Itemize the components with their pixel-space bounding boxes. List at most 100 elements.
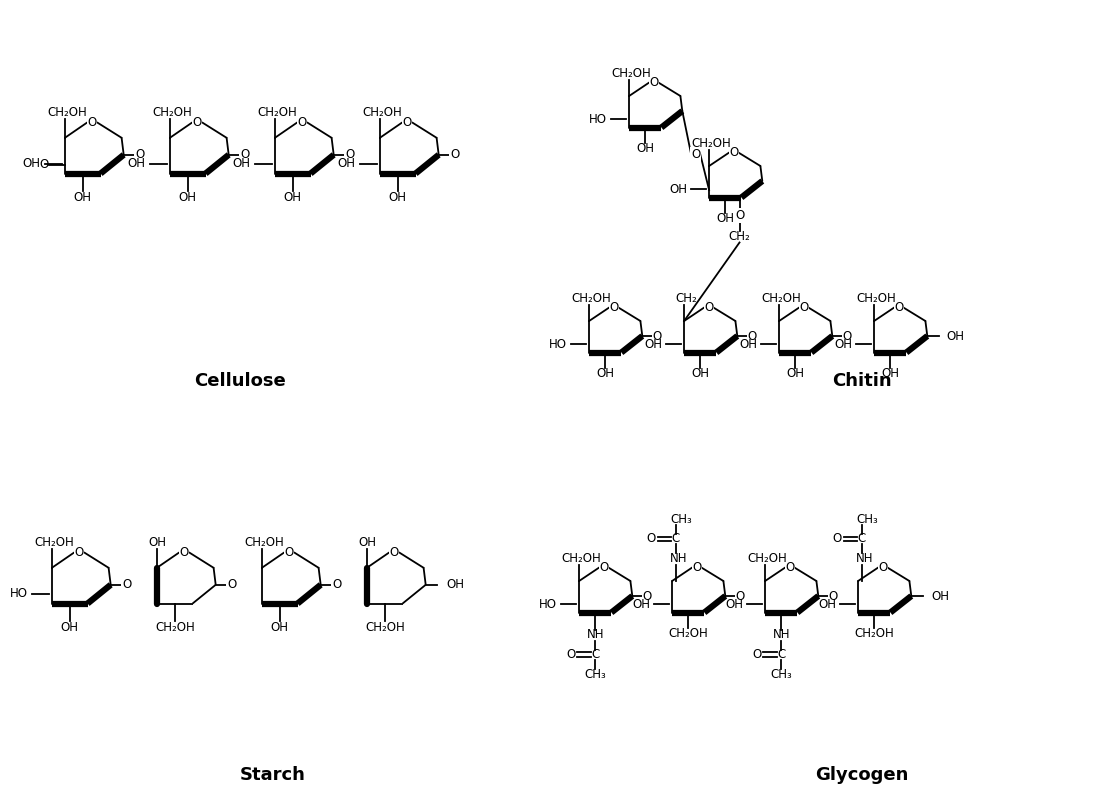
Text: CH₃: CH₃ <box>770 668 792 681</box>
Text: CH₂OH: CH₂OH <box>571 292 611 305</box>
Text: CH₂OH: CH₂OH <box>155 621 195 634</box>
Text: O: O <box>642 590 651 603</box>
Text: O: O <box>609 301 619 314</box>
Text: O: O <box>284 546 294 559</box>
Text: OH: OH <box>22 158 40 170</box>
Text: CH₂OH: CH₂OH <box>854 627 894 640</box>
Text: O: O <box>799 301 808 314</box>
Text: Glycogen: Glycogen <box>815 766 909 784</box>
Text: O: O <box>240 148 250 162</box>
Text: OH: OH <box>881 367 900 380</box>
Text: CH₂: CH₂ <box>675 292 697 305</box>
Text: O: O <box>180 546 188 559</box>
Text: Chitin: Chitin <box>832 372 892 390</box>
Text: O: O <box>652 330 661 342</box>
Text: OH: OH <box>338 158 356 170</box>
Text: O: O <box>88 116 97 129</box>
Text: OH: OH <box>834 338 852 350</box>
Text: OH: OH <box>233 158 251 170</box>
Text: O: O <box>735 209 744 222</box>
Text: NH: NH <box>856 552 874 565</box>
Text: CH₂OH: CH₂OH <box>35 536 74 548</box>
Text: Cellulose: Cellulose <box>194 372 285 390</box>
Text: OH: OH <box>389 191 407 204</box>
Text: CH₃: CH₃ <box>856 513 879 526</box>
Text: O: O <box>828 590 837 603</box>
Text: CH₃: CH₃ <box>671 513 692 526</box>
Text: O: O <box>747 330 756 342</box>
Text: CH₂OH: CH₂OH <box>856 292 895 305</box>
Text: CH₂: CH₂ <box>728 230 750 243</box>
Text: OH: OH <box>818 598 836 611</box>
Text: CH₂OH: CH₂OH <box>244 536 284 548</box>
Text: CH₂OH: CH₂OH <box>365 621 405 634</box>
Text: OH: OH <box>947 330 964 342</box>
Text: HO: HO <box>549 338 568 350</box>
Text: OH: OH <box>716 212 735 225</box>
Text: O: O <box>135 148 144 162</box>
Text: HO: HO <box>589 112 607 126</box>
Text: O: O <box>894 301 903 314</box>
Text: CH₂OH: CH₂OH <box>561 552 601 565</box>
Text: OH: OH <box>358 536 376 548</box>
Text: CH₂OH: CH₂OH <box>762 292 801 305</box>
Text: O: O <box>649 76 659 89</box>
Text: C: C <box>591 648 600 661</box>
Text: OH: OH <box>148 536 166 548</box>
Text: CH₂OH: CH₂OH <box>47 106 87 119</box>
Text: O: O <box>647 533 656 545</box>
Text: O: O <box>345 148 355 162</box>
Text: CH₂OH: CH₂OH <box>747 552 787 565</box>
Text: Starch: Starch <box>240 766 307 784</box>
Text: O: O <box>752 648 762 661</box>
Text: O: O <box>403 116 411 129</box>
Text: O: O <box>75 546 84 559</box>
Text: CH₂OH: CH₂OH <box>668 627 708 640</box>
Text: OH: OH <box>739 338 757 350</box>
Text: O: O <box>298 116 307 129</box>
Text: OH: OH <box>597 367 614 380</box>
Text: O: O <box>227 579 236 591</box>
Text: O: O <box>691 148 700 161</box>
Text: O: O <box>729 146 738 159</box>
Text: O: O <box>735 590 745 603</box>
Text: CH₃: CH₃ <box>584 668 607 681</box>
Text: CH₂OH: CH₂OH <box>152 106 192 119</box>
Text: NH: NH <box>586 629 604 642</box>
Text: OH: OH <box>931 590 949 603</box>
Text: OH: OH <box>632 598 650 611</box>
Text: OH: OH <box>60 621 79 634</box>
Text: O: O <box>692 561 701 574</box>
Text: O: O <box>705 301 714 314</box>
Text: CH₂OH: CH₂OH <box>691 137 730 150</box>
Text: O: O <box>879 561 888 574</box>
Text: OH: OH <box>644 338 662 350</box>
Text: OH: OH <box>271 621 289 634</box>
Text: O: O <box>566 648 575 661</box>
Text: O: O <box>785 561 794 574</box>
Text: OH: OH <box>786 367 804 380</box>
Text: O: O <box>39 158 49 171</box>
Text: O: O <box>450 148 459 162</box>
Text: O: O <box>193 116 202 129</box>
Text: OH: OH <box>127 158 146 170</box>
Text: OH: OH <box>691 367 709 380</box>
Text: OH: OH <box>178 191 196 204</box>
Text: NH: NH <box>773 629 791 642</box>
Text: OH: OH <box>283 191 302 204</box>
Text: O: O <box>842 330 852 342</box>
Text: C: C <box>857 533 866 545</box>
Text: HO: HO <box>539 598 558 611</box>
Text: OH: OH <box>447 579 465 591</box>
Text: NH: NH <box>670 552 688 565</box>
Text: C: C <box>671 533 680 545</box>
Text: O: O <box>599 561 609 574</box>
Text: O: O <box>122 579 132 591</box>
Text: OH: OH <box>637 142 655 155</box>
Text: O: O <box>833 533 842 545</box>
Text: O: O <box>389 546 399 559</box>
Text: CH₂OH: CH₂OH <box>611 67 651 80</box>
Text: CH₂OH: CH₂OH <box>258 106 297 119</box>
Text: CH₂OH: CH₂OH <box>362 106 401 119</box>
Text: O: O <box>332 579 341 591</box>
